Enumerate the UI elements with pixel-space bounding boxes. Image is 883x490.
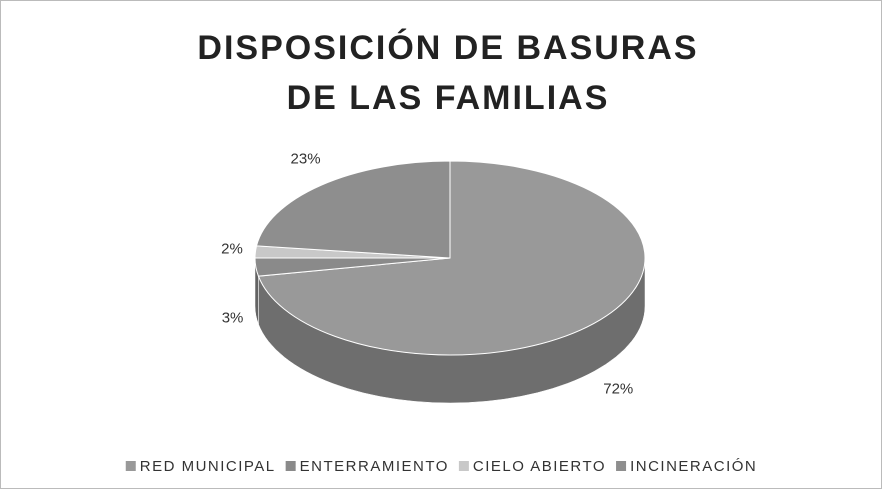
slice	[255, 160, 451, 259]
chart-title: DISPOSICIÓN DE BASURAS	[197, 29, 698, 67]
data-label: 23%	[291, 151, 321, 168]
legend-swatch	[125, 461, 136, 471]
pie: 72% 3% 2% 23%	[221, 151, 646, 404]
slice	[257, 160, 646, 356]
legend-item: ENTERRAMIENTO	[285, 458, 449, 475]
chart-title: DE LAS FAMILIAS	[287, 79, 610, 117]
legend-swatch	[458, 461, 469, 471]
data-label: 2%	[221, 241, 243, 258]
legend-item: INCINERACIÓN	[616, 458, 757, 475]
legend-swatch	[616, 461, 627, 471]
legend-label: ENTERRAMIENTO	[300, 458, 449, 475]
legend: RED MUNICIPAL ENTERRAMIENTO CIELO ABIERTO I…	[125, 458, 757, 475]
legend-item: RED MUNICIPAL	[125, 458, 276, 475]
legend-label: INCINERACIÓN	[630, 458, 757, 475]
legend-label: CIELO ABIERTO	[473, 458, 606, 475]
legend-label: RED MUNICIPAL	[140, 458, 276, 475]
data-label: 3%	[222, 309, 244, 326]
legend-item: CIELO ABIERTO	[458, 458, 606, 475]
legend-swatch	[285, 461, 296, 471]
data-label: 72%	[603, 380, 633, 397]
